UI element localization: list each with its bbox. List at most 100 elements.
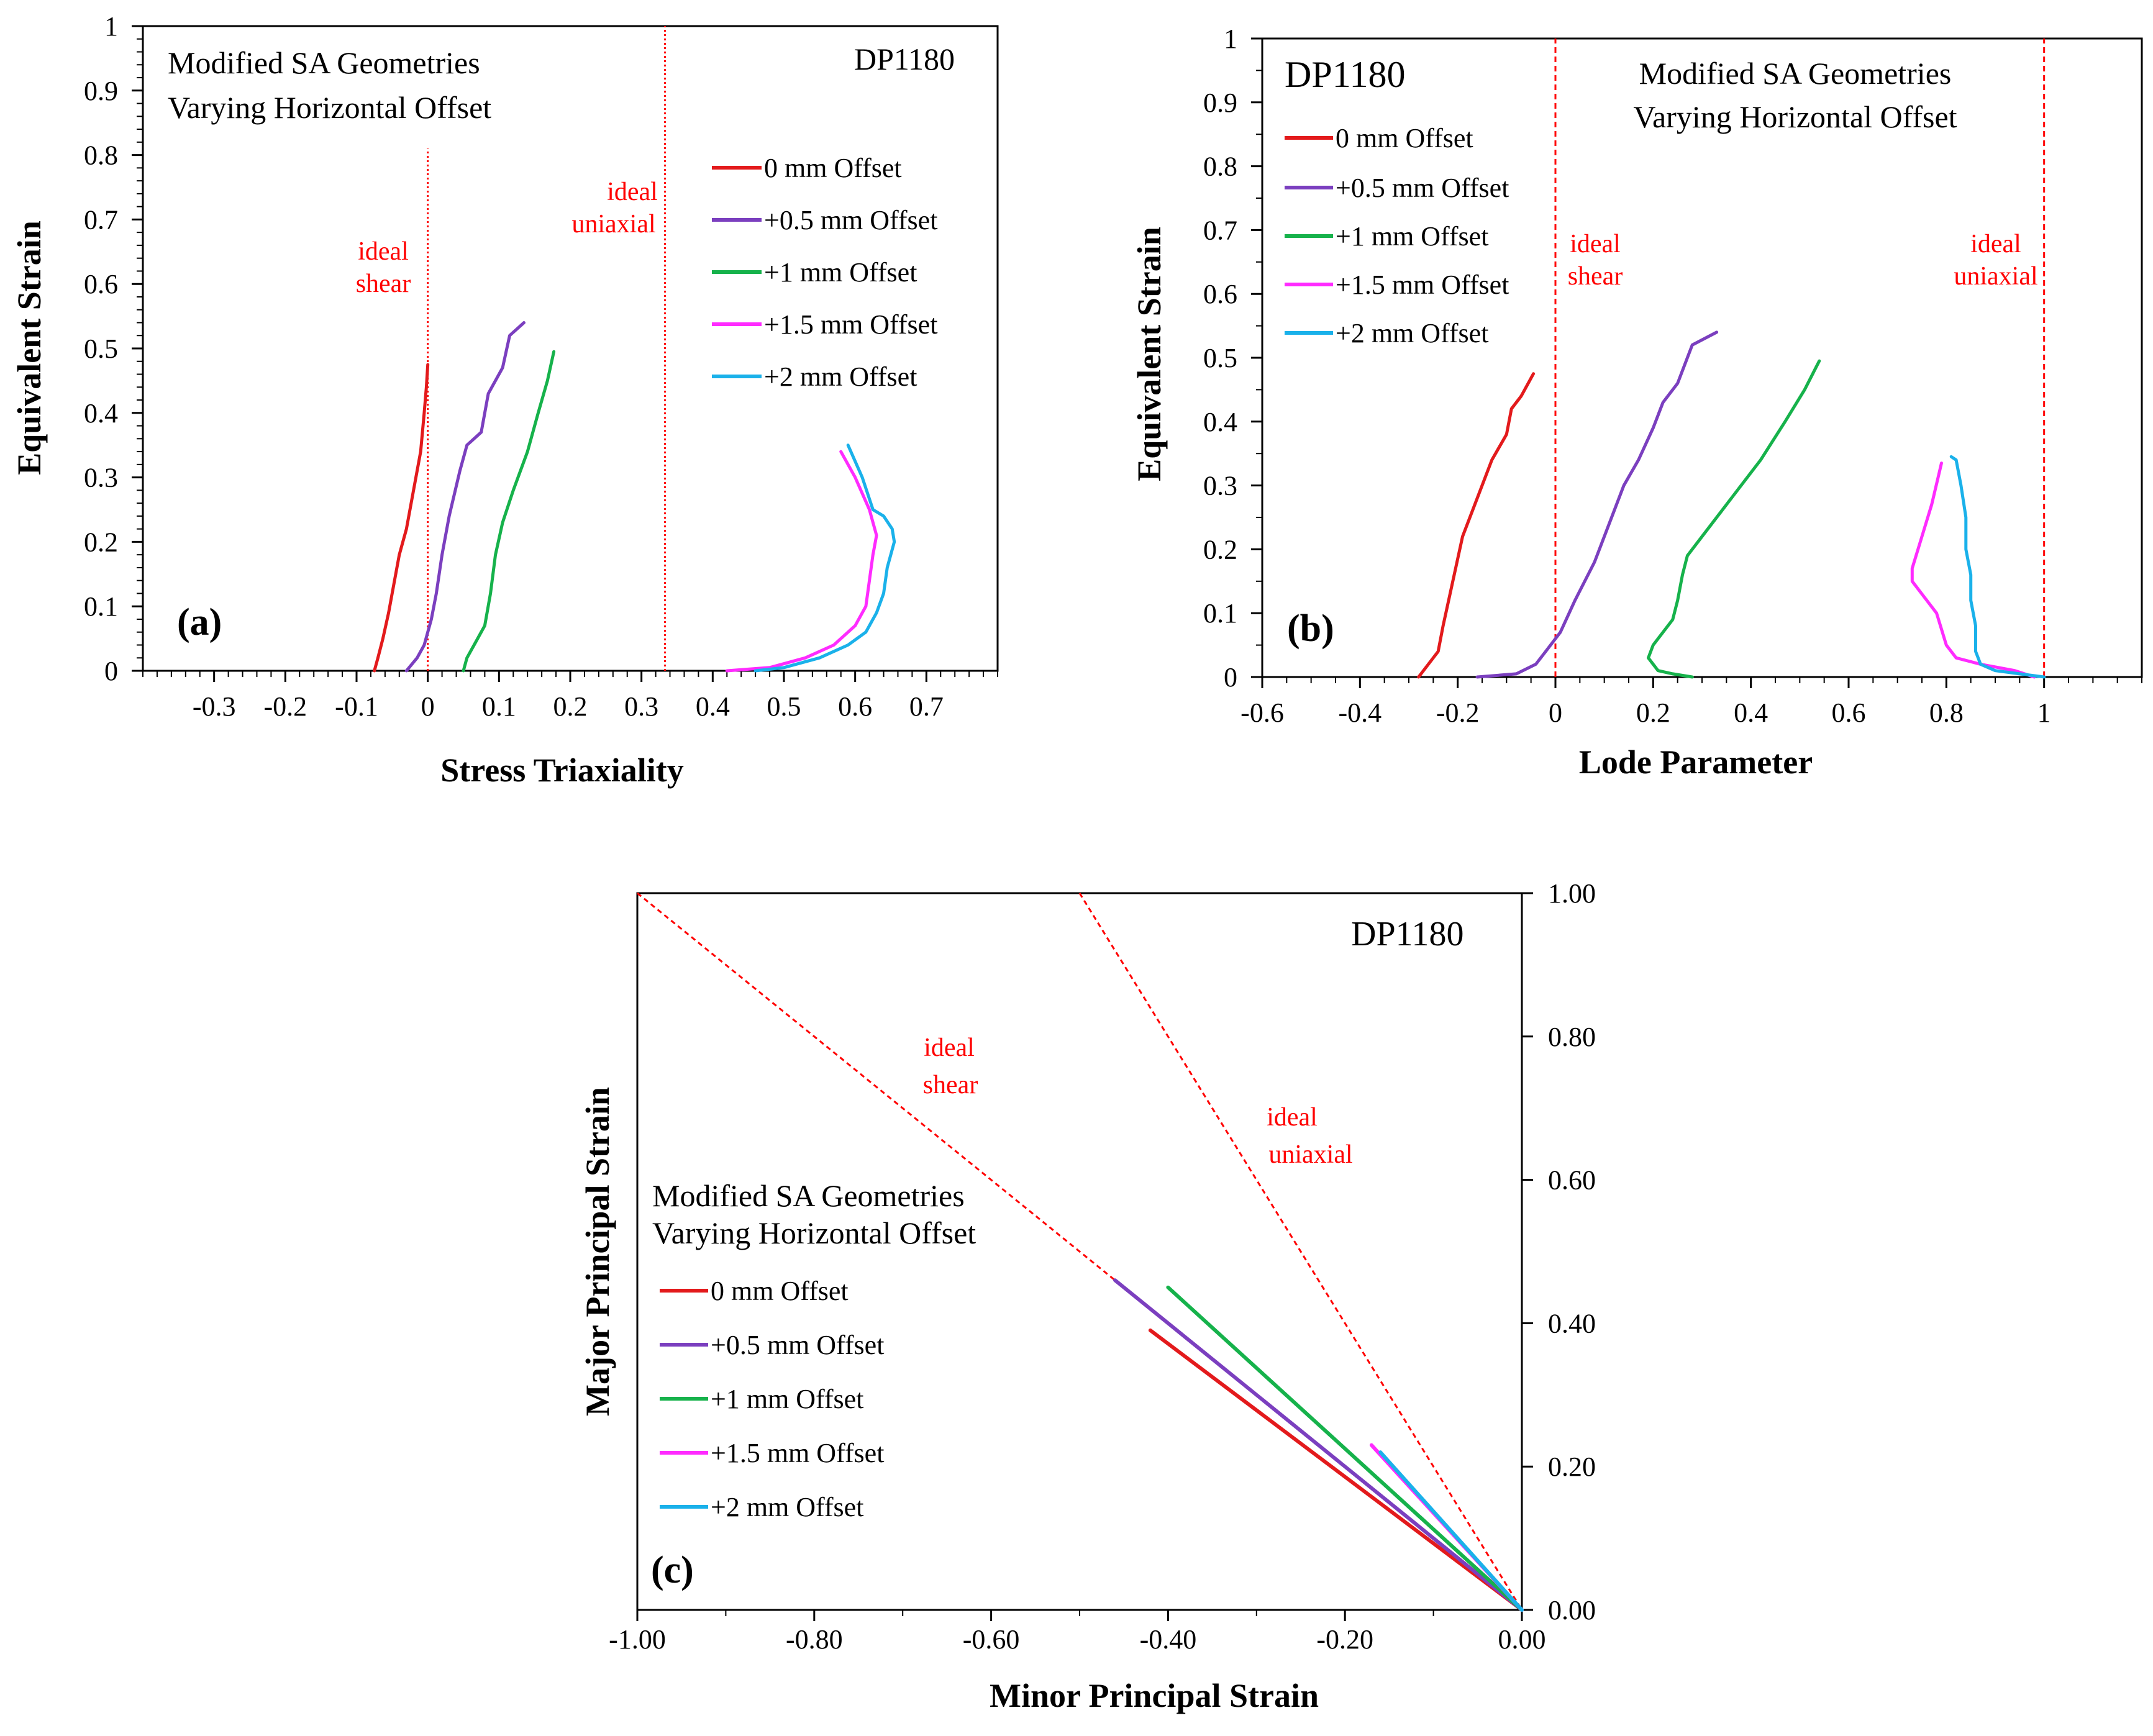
a-ytick-label-9: 0.9	[84, 76, 118, 106]
a-legend-label-0: 0 mm Offset	[764, 153, 902, 183]
a-ideal-uniaxial-2: uniaxial	[571, 210, 655, 239]
b-series-line-3	[1910, 461, 2036, 679]
b-ytick-label-10: 1	[1224, 24, 1237, 54]
c-legend-label-3: +1.5 mm Offset	[711, 1438, 884, 1468]
b-xtick-label-6: 0.6	[1832, 698, 1866, 728]
panel-b: -0.6 -0.4 -0.2 0 0.2 0.4 0.6 0.8 1 0 0.1 0.2 0.3 0.4 0…	[1131, 24, 2143, 781]
c-legend-label-0: 0 mm Offset	[711, 1276, 849, 1306]
b-xtick-label-1: -0.4	[1339, 698, 1382, 728]
a-ytick-label-3: 0.3	[84, 463, 118, 493]
c-series-line-4	[1378, 1450, 1524, 1612]
c-ideal-shear-2: shear	[923, 1071, 978, 1099]
c-ytick-label-1: 0.20	[1548, 1452, 1596, 1482]
c-ideal-shear-1: ideal	[924, 1034, 975, 1062]
b-ytick-label-0: 0	[1224, 662, 1237, 693]
c-xtick-label-3: -0.40	[1140, 1624, 1197, 1655]
a-title-line1: Modified SA Geometries	[168, 45, 480, 80]
a-title-line2: Varying Horizontal Offset	[168, 90, 491, 125]
a-xtick-label-8: 0.5	[767, 691, 801, 722]
b-legend-label-0: 0 mm Offset	[1336, 123, 1473, 153]
c-xtick-label-0: -1.00	[609, 1624, 666, 1655]
c-xtick-label-5: 0.00	[1498, 1624, 1546, 1655]
a-ytick-label-0: 0	[104, 656, 118, 686]
b-ticks: -0.6 -0.4 -0.2 0 0.2 0.4 0.6 0.8 1 0 0.1 0.2 0.3 0.4 0…	[1203, 24, 2142, 728]
a-ylabel: Equivalent Strain	[11, 220, 48, 475]
c-xlabel: Minor Principal Strain	[990, 1677, 1319, 1714]
c-series-line-2	[1166, 1285, 1524, 1612]
b-panel-label: (b)	[1287, 607, 1334, 650]
b-ideal-shear-1: ideal	[1570, 230, 1621, 258]
c-legend-label-2: +1 mm Offset	[711, 1384, 863, 1414]
b-ytick-label-5: 0.5	[1203, 343, 1237, 373]
b-ytick-label-4: 0.4	[1203, 407, 1237, 437]
a-xlabel: Stress Triaxiality	[440, 752, 684, 789]
a-ytick-label-5: 0.5	[84, 334, 118, 364]
b-legend-label-2: +1 mm Offset	[1336, 221, 1488, 252]
a-xtick-label-1: -0.2	[264, 691, 307, 722]
c-ytick-label-0: 0.00	[1548, 1595, 1596, 1625]
b-series-line-1	[1475, 330, 1719, 679]
b-ideal-uniaxial-1: ideal	[1970, 230, 2021, 258]
a-ytick-label-4: 0.4	[84, 398, 118, 429]
c-legend-label-1: +0.5 mm Offset	[711, 1330, 884, 1360]
c-series	[1113, 1278, 1524, 1612]
a-ytick-label-1: 0.1	[84, 591, 118, 622]
c-ylabel: Major Principal Strain	[579, 1087, 616, 1416]
a-ticks: -0.3 -0.2 -0.1 0 0.1 0.2 0.3 0.4 0.5 0.6 0.7 0 0.1 0.…	[84, 11, 998, 722]
b-title-line1: Modified SA Geometries	[1639, 56, 1952, 91]
c-ticks: -1.00 -0.80 -0.60 -0.40 -0.20 0.000.00 0.20 0.4…	[609, 878, 1596, 1655]
a-xtick-label-10: 0.7	[909, 691, 944, 722]
a-legend-label-4: +2 mm Offset	[764, 361, 917, 392]
panel-c: -1.00 -0.80 -0.60 -0.40 -0.20 0.000.00 0.20 0.4…	[579, 878, 1596, 1714]
c-xtick-label-2: -0.60	[963, 1624, 1020, 1655]
a-legend-label-1: +0.5 mm Offset	[764, 205, 937, 235]
a-series	[373, 321, 896, 673]
b-series-line-2	[1647, 359, 1821, 679]
b-xtick-label-7: 0.8	[1929, 698, 1964, 728]
a-ytick-label-7: 0.7	[84, 204, 118, 235]
c-series-line-0	[1148, 1328, 1524, 1612]
c-panel-label: (c)	[651, 1549, 694, 1591]
a-ideal-shear-2: shear	[356, 270, 411, 298]
b-series-line-0	[1417, 372, 1536, 679]
b-ytick-label-6: 0.6	[1203, 279, 1237, 309]
panel-a: -0.3 -0.2 -0.1 0 0.1 0.2 0.3 0.4 0.5 0.6 0.7 0 0.1 0.…	[11, 11, 999, 789]
a-xtick-label-7: 0.4	[696, 691, 730, 722]
c-series-line-1	[1113, 1278, 1524, 1612]
a-series-line-0	[373, 363, 430, 673]
c-ytick-label-2: 0.40	[1548, 1308, 1596, 1338]
c-xtick-label-4: -0.20	[1316, 1624, 1373, 1655]
b-legend-label-3: +1.5 mm Offset	[1336, 270, 1509, 300]
a-series-line-2	[462, 350, 556, 673]
c-ideal-uniaxial-2: uniaxial	[1268, 1140, 1352, 1169]
a-series-line-4	[753, 443, 896, 673]
b-series-line-4	[1949, 455, 2046, 679]
b-ideal-shear-2: shear	[1568, 262, 1623, 291]
b-xtick-label-0: -0.6	[1240, 698, 1284, 728]
a-series-line-1	[404, 321, 526, 673]
c-material: DP1180	[1351, 915, 1464, 953]
c-legend-label-4: +2 mm Offset	[711, 1492, 863, 1522]
c-xtick-label-1: -0.80	[786, 1624, 843, 1655]
b-xtick-label-5: 0.4	[1734, 698, 1768, 728]
b-ytick-label-1: 0.1	[1203, 598, 1237, 629]
b-xlabel: Lode Parameter	[1579, 743, 1813, 781]
c-title-line2: Varying Horizontal Offset	[652, 1216, 976, 1250]
b-legend-label-1: +0.5 mm Offset	[1336, 173, 1509, 203]
a-legend: 0 mm Offset +0.5 mm Offset +1 mm Offset …	[712, 153, 937, 392]
b-material: DP1180	[1285, 54, 1405, 95]
c-title-line1: Modified SA Geometries	[652, 1178, 965, 1213]
a-xtick-label-2: -0.1	[335, 691, 378, 722]
a-ytick-label-6: 0.6	[84, 269, 118, 299]
c-ytick-label-4: 0.80	[1548, 1022, 1596, 1052]
a-legend-label-3: +1.5 mm Offset	[764, 309, 937, 340]
b-ytick-label-3: 0.3	[1203, 471, 1237, 501]
b-title-line2: Varying Horizontal Offset	[1633, 99, 1957, 134]
c-ytick-label-5: 1.00	[1548, 878, 1596, 909]
c-ideal-uniaxial-1: ideal	[1267, 1103, 1318, 1132]
c-ref-line-1	[1078, 893, 1523, 1611]
a-xtick-label-3: 0	[421, 691, 435, 722]
b-ytick-label-9: 0.9	[1203, 88, 1237, 118]
b-xtick-label-3: 0	[1549, 698, 1562, 728]
